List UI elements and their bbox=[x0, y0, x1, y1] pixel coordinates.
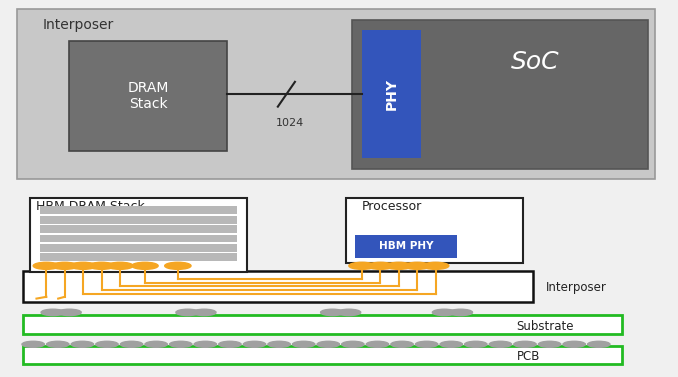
Text: 1024: 1024 bbox=[275, 118, 304, 128]
Circle shape bbox=[367, 262, 394, 269]
FancyBboxPatch shape bbox=[17, 9, 655, 179]
Circle shape bbox=[70, 262, 96, 269]
Circle shape bbox=[342, 341, 364, 347]
FancyBboxPatch shape bbox=[23, 271, 533, 302]
Circle shape bbox=[563, 341, 585, 347]
Circle shape bbox=[391, 341, 413, 347]
FancyBboxPatch shape bbox=[23, 346, 622, 364]
Circle shape bbox=[176, 309, 199, 316]
Circle shape bbox=[47, 341, 69, 347]
FancyBboxPatch shape bbox=[40, 244, 237, 252]
FancyBboxPatch shape bbox=[30, 198, 247, 272]
Circle shape bbox=[52, 262, 78, 269]
Circle shape bbox=[88, 262, 115, 269]
Text: Interposer: Interposer bbox=[546, 280, 607, 294]
FancyBboxPatch shape bbox=[23, 314, 622, 334]
Circle shape bbox=[193, 309, 216, 316]
Circle shape bbox=[170, 341, 192, 347]
Circle shape bbox=[96, 341, 118, 347]
Text: HBM DRAM Stack: HBM DRAM Stack bbox=[37, 200, 145, 213]
Circle shape bbox=[349, 262, 375, 269]
Circle shape bbox=[464, 341, 487, 347]
Circle shape bbox=[58, 309, 81, 316]
Text: PHY: PHY bbox=[384, 78, 399, 110]
Circle shape bbox=[317, 341, 340, 347]
FancyBboxPatch shape bbox=[69, 41, 227, 151]
Circle shape bbox=[588, 341, 610, 347]
FancyBboxPatch shape bbox=[346, 198, 523, 263]
Circle shape bbox=[490, 341, 512, 347]
Circle shape bbox=[165, 262, 191, 269]
Circle shape bbox=[449, 309, 473, 316]
Circle shape bbox=[268, 341, 290, 347]
Circle shape bbox=[514, 341, 536, 347]
Circle shape bbox=[433, 309, 456, 316]
Circle shape bbox=[22, 341, 44, 347]
FancyBboxPatch shape bbox=[40, 253, 237, 261]
FancyBboxPatch shape bbox=[352, 20, 648, 169]
Circle shape bbox=[33, 262, 60, 269]
Text: SoC: SoC bbox=[511, 49, 560, 74]
Text: Substrate: Substrate bbox=[517, 320, 574, 333]
Text: Interposer: Interposer bbox=[43, 18, 115, 32]
Circle shape bbox=[538, 341, 561, 347]
Circle shape bbox=[41, 309, 65, 316]
Circle shape bbox=[107, 262, 133, 269]
FancyBboxPatch shape bbox=[355, 235, 458, 258]
Circle shape bbox=[337, 309, 361, 316]
Text: Processor: Processor bbox=[362, 200, 422, 213]
FancyBboxPatch shape bbox=[40, 225, 237, 233]
Circle shape bbox=[386, 262, 412, 269]
Text: HBM PHY: HBM PHY bbox=[379, 241, 434, 251]
Circle shape bbox=[321, 309, 344, 316]
FancyBboxPatch shape bbox=[40, 206, 237, 214]
Circle shape bbox=[243, 341, 266, 347]
Circle shape bbox=[132, 262, 158, 269]
Circle shape bbox=[219, 341, 241, 347]
Text: DRAM
Stack: DRAM Stack bbox=[127, 81, 169, 111]
Circle shape bbox=[440, 341, 462, 347]
Circle shape bbox=[404, 262, 431, 269]
Circle shape bbox=[292, 341, 315, 347]
Text: PCB: PCB bbox=[517, 350, 540, 363]
FancyBboxPatch shape bbox=[40, 216, 237, 224]
FancyBboxPatch shape bbox=[40, 234, 237, 242]
Circle shape bbox=[145, 341, 167, 347]
Circle shape bbox=[194, 341, 216, 347]
Circle shape bbox=[422, 262, 449, 269]
Circle shape bbox=[121, 341, 143, 347]
Circle shape bbox=[416, 341, 438, 347]
Circle shape bbox=[71, 341, 94, 347]
Circle shape bbox=[366, 341, 388, 347]
FancyBboxPatch shape bbox=[362, 31, 421, 158]
